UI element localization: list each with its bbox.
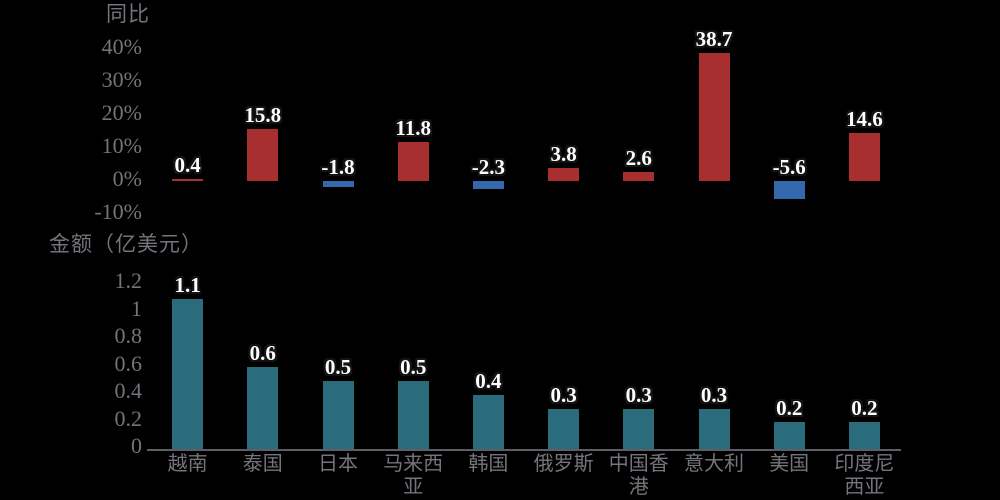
y-axis-tick-label: 20% xyxy=(101,100,142,125)
bar-1 xyxy=(247,129,279,181)
x-axis-label: 日本 xyxy=(317,453,358,475)
x-axis-label: 韩国 xyxy=(468,453,509,475)
value-label: 3.8 xyxy=(550,142,577,166)
bar-7 xyxy=(698,53,730,181)
bar-7 xyxy=(698,409,730,450)
y-axis-tick-label: 0% xyxy=(112,166,142,191)
bar-5 xyxy=(548,168,580,181)
y-axis-tick-label: 0.6 xyxy=(114,350,143,376)
x-axis-label: 马来西亚 xyxy=(383,453,444,498)
bar-9 xyxy=(848,133,880,181)
x-axis-label: 意大利 xyxy=(683,453,744,475)
value-label: 0.3 xyxy=(700,383,728,407)
x-axis-label: 印度尼西亚 xyxy=(834,453,895,498)
value-label: -1.8 xyxy=(321,155,355,179)
y-axis-tick-label: 1 xyxy=(131,295,142,321)
bar-2 xyxy=(322,381,354,450)
value-label: 0.4 xyxy=(475,369,502,393)
y-axis-tick-label: 0.8 xyxy=(114,323,143,348)
value-label: 11.8 xyxy=(395,116,431,140)
bar-4 xyxy=(472,181,504,189)
bar-8 xyxy=(773,181,805,199)
bar-3 xyxy=(397,381,429,450)
bar-0 xyxy=(172,179,204,181)
value-label: -5.6 xyxy=(772,155,806,179)
yoy-chart-title: 同比 xyxy=(106,2,150,26)
value-label: 14.6 xyxy=(846,107,883,131)
bar-2 xyxy=(322,181,354,187)
bar-5 xyxy=(548,409,580,450)
bar-1 xyxy=(247,367,279,450)
bar-3 xyxy=(397,142,429,181)
x-axis-label: 俄罗斯 xyxy=(533,453,594,475)
value-label: 0.4 xyxy=(174,153,201,177)
value-label: 0.3 xyxy=(625,383,652,407)
y-axis-tick-label: 0.4 xyxy=(114,378,143,403)
value-label: 0.3 xyxy=(550,383,577,407)
value-label: -2.3 xyxy=(471,155,506,179)
value-label: 2.6 xyxy=(625,146,652,170)
amount-chart-title: 金额（亿美元） xyxy=(49,232,203,256)
x-axis-label: 越南 xyxy=(167,453,208,475)
value-label: 15.8 xyxy=(244,103,282,127)
value-label: 0.2 xyxy=(776,396,803,420)
y-axis-tick-label: -10% xyxy=(94,199,142,224)
bar-0 xyxy=(172,299,204,450)
y-axis-tick-label: 30% xyxy=(101,67,142,92)
value-label: 0.2 xyxy=(851,396,878,420)
value-label: 0.5 xyxy=(400,355,427,379)
y-axis-tick-label: 0 xyxy=(131,433,142,458)
value-label: 38.7 xyxy=(695,27,733,51)
y-axis-tick-label: 0.2 xyxy=(114,405,143,431)
y-axis-tick-label: 10% xyxy=(101,133,142,158)
x-axis-line xyxy=(147,449,901,451)
bar-9 xyxy=(848,422,880,450)
x-axis-label: 中国香港 xyxy=(608,453,669,498)
value-label: 1.1 xyxy=(174,273,201,297)
x-axis-label: 美国 xyxy=(769,453,810,475)
x-axis-label: 泰国 xyxy=(242,453,283,475)
value-label: 0.5 xyxy=(324,355,352,379)
y-axis-tick-label: 40% xyxy=(101,34,142,59)
value-label: 0.6 xyxy=(249,341,276,365)
bar-6 xyxy=(623,172,655,181)
bar-6 xyxy=(623,409,655,450)
bar-4 xyxy=(472,395,504,450)
bar-8 xyxy=(773,422,805,450)
y-axis-tick-label: 1.2 xyxy=(114,268,143,293)
